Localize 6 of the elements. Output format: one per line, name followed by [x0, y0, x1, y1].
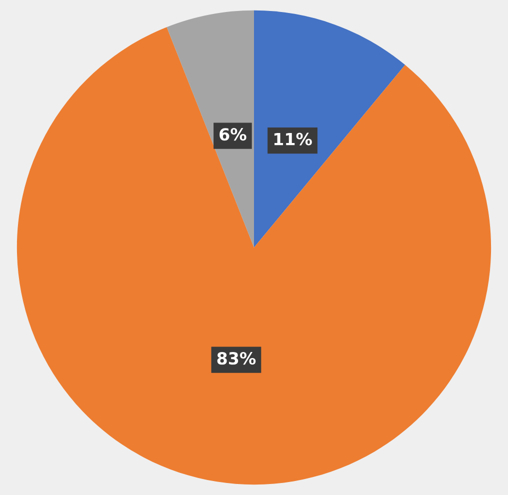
data-label: 83% — [217, 352, 256, 365]
pie-slice — [254, 10, 406, 248]
pie-slice — [166, 10, 254, 248]
data-label: 11% — [274, 132, 312, 146]
data-label: 6% — [220, 128, 246, 141]
pie-slice — [16, 27, 492, 485]
